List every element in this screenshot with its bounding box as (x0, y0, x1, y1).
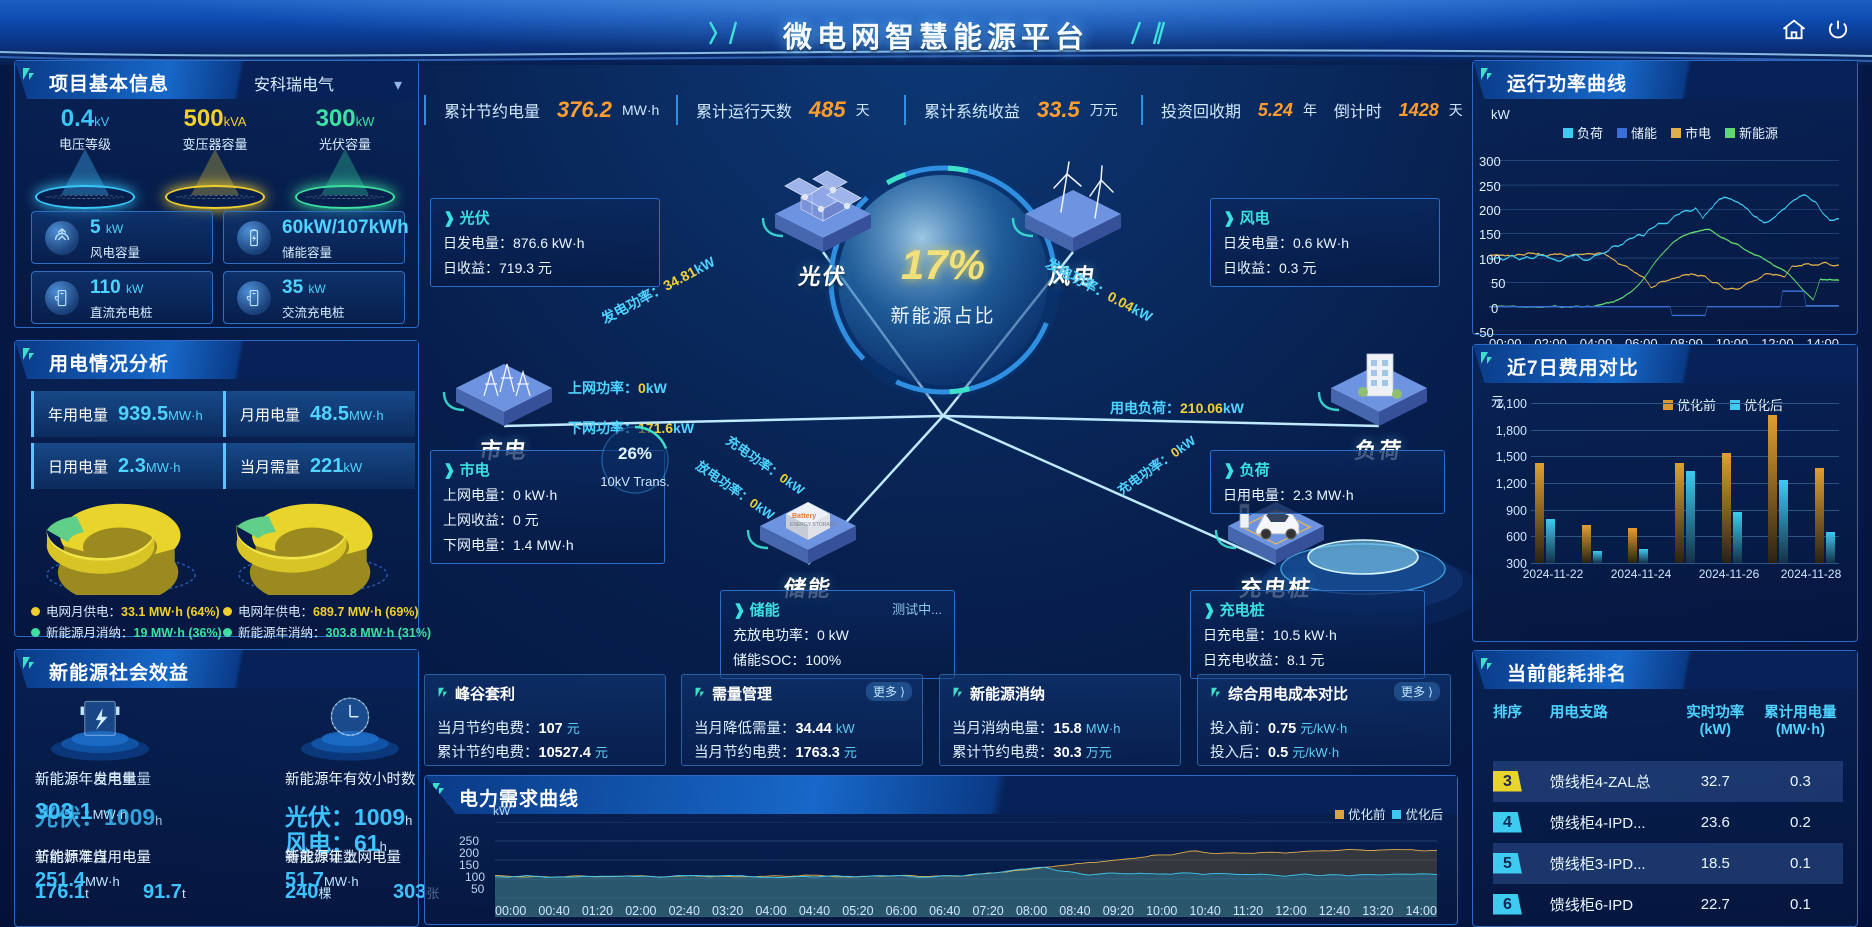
svg-text:Battery: Battery (792, 513, 816, 520)
svg-text:ENERGY STORAGE: ENERGY STORAGE (790, 522, 837, 528)
